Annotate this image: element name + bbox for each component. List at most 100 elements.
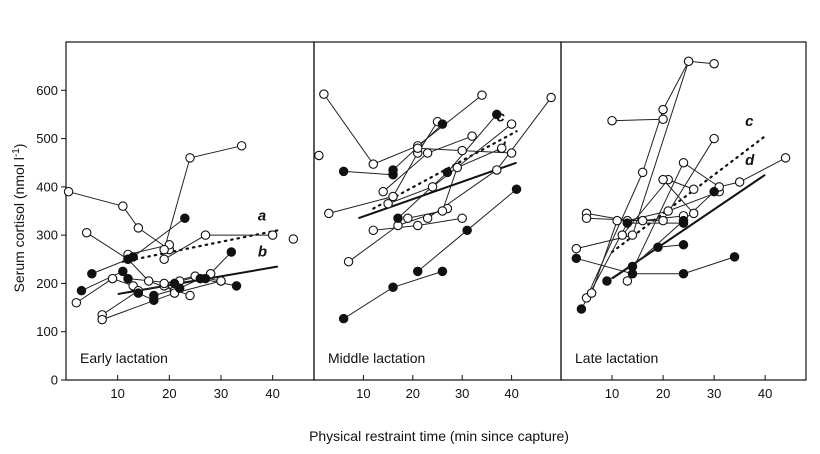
open-data-point bbox=[581, 213, 592, 223]
open-data-point bbox=[637, 215, 648, 226]
filled-data-point bbox=[338, 313, 349, 324]
open-data-point bbox=[637, 167, 648, 178]
open-data-point bbox=[288, 234, 299, 244]
y-tick-label: 0 bbox=[51, 373, 58, 388]
open-data-point bbox=[658, 174, 668, 185]
x-axis-label: Physical restraint time (min since captu… bbox=[309, 428, 569, 444]
open-data-point bbox=[780, 153, 791, 163]
filled-data-point bbox=[571, 253, 582, 264]
filled-data-point bbox=[678, 215, 689, 226]
y-axis-label: Serum cortisol (nmol l-1) bbox=[11, 144, 27, 293]
open-data-point bbox=[319, 89, 329, 99]
open-data-point bbox=[368, 225, 379, 236]
fit-label-d: d bbox=[745, 152, 755, 169]
series-line bbox=[662, 179, 695, 214]
open-data-point bbox=[607, 115, 617, 126]
x-tick-label: 10 bbox=[110, 386, 124, 401]
series-line bbox=[576, 256, 735, 275]
series-line bbox=[407, 147, 502, 219]
open-data-point bbox=[622, 276, 633, 286]
open-data-point bbox=[492, 165, 502, 175]
open-data-point bbox=[97, 314, 107, 325]
open-data-point bbox=[571, 243, 582, 254]
x-tick-label: 10 bbox=[356, 386, 370, 401]
filled-data-point bbox=[388, 165, 398, 175]
filled-data-point bbox=[133, 288, 144, 298]
open-data-point bbox=[658, 104, 668, 115]
open-data-point bbox=[688, 184, 699, 195]
series-line bbox=[323, 93, 483, 165]
filled-data-point bbox=[118, 266, 128, 277]
open-data-point bbox=[437, 206, 448, 216]
series-line bbox=[132, 217, 186, 258]
y-axis-label-superscript: -1 bbox=[11, 148, 22, 157]
open-data-point bbox=[63, 186, 74, 197]
filled-data-point bbox=[653, 242, 663, 252]
filled-data-point bbox=[338, 166, 349, 177]
filled-data-point bbox=[437, 266, 448, 277]
panel-2: 10203040cdMiddle lactation bbox=[313, 41, 562, 401]
filled-data-point bbox=[76, 285, 87, 296]
series-line bbox=[163, 234, 273, 260]
open-data-point bbox=[403, 213, 413, 223]
series-line bbox=[606, 244, 684, 282]
filled-data-point bbox=[729, 252, 740, 262]
y-axis-label-text: Serum cortisol (nmol l bbox=[11, 157, 27, 292]
open-data-point bbox=[159, 244, 169, 255]
series-line bbox=[343, 170, 394, 176]
series-line bbox=[343, 270, 443, 320]
filled-data-point bbox=[412, 266, 423, 277]
panel-label: Early lactation bbox=[80, 350, 168, 366]
y-tick-label: 100 bbox=[36, 324, 58, 339]
open-data-point bbox=[159, 254, 169, 265]
filled-data-point bbox=[492, 109, 502, 120]
open-data-point bbox=[412, 143, 423, 153]
open-data-point bbox=[412, 220, 423, 231]
filled-data-point bbox=[576, 304, 587, 314]
open-data-point bbox=[506, 148, 517, 158]
open-data-point bbox=[343, 256, 354, 267]
filled-data-point bbox=[123, 273, 133, 284]
panel-frame bbox=[560, 41, 807, 381]
open-data-point bbox=[133, 223, 144, 233]
fit-label-b: b bbox=[258, 244, 267, 261]
filled-data-point bbox=[174, 283, 185, 294]
filled-data-point bbox=[388, 282, 398, 293]
open-data-point bbox=[457, 145, 467, 156]
open-data-point bbox=[663, 206, 673, 216]
open-data-point bbox=[185, 290, 195, 301]
series-line bbox=[586, 191, 720, 222]
filled-data-point bbox=[622, 218, 633, 228]
x-tick-label: 20 bbox=[656, 386, 670, 401]
x-tick-label: 20 bbox=[406, 386, 420, 401]
x-tick-label: 20 bbox=[162, 386, 176, 401]
x-tick-label: 40 bbox=[265, 386, 279, 401]
y-tick-label: 200 bbox=[36, 276, 58, 291]
open-data-point bbox=[617, 230, 627, 240]
open-data-point bbox=[200, 230, 211, 240]
open-data-point bbox=[477, 90, 487, 100]
open-data-point bbox=[506, 119, 517, 129]
panel-label: Middle lactation bbox=[328, 350, 425, 366]
panel-3: 10 20 30 40 c d Late lactation bbox=[560, 41, 807, 401]
y-tick-label: 300 bbox=[36, 228, 58, 243]
filled-data-point bbox=[437, 119, 448, 129]
open-data-point bbox=[143, 276, 154, 286]
panel-label: Late lactation bbox=[575, 350, 658, 366]
filled-data-point bbox=[231, 281, 242, 291]
filled-data-point bbox=[602, 276, 612, 286]
open-data-point bbox=[709, 133, 719, 144]
filled-data-point bbox=[149, 290, 159, 301]
filled-data-point bbox=[87, 269, 97, 279]
filled-data-point bbox=[180, 213, 190, 223]
open-data-point bbox=[496, 143, 507, 153]
open-data-point bbox=[467, 131, 477, 141]
open-data-point bbox=[678, 157, 689, 168]
open-data-point bbox=[627, 230, 638, 240]
filled-data-point bbox=[442, 167, 453, 178]
open-data-point bbox=[81, 227, 92, 238]
x-tick-label: 40 bbox=[758, 386, 772, 401]
series-line bbox=[91, 258, 129, 275]
